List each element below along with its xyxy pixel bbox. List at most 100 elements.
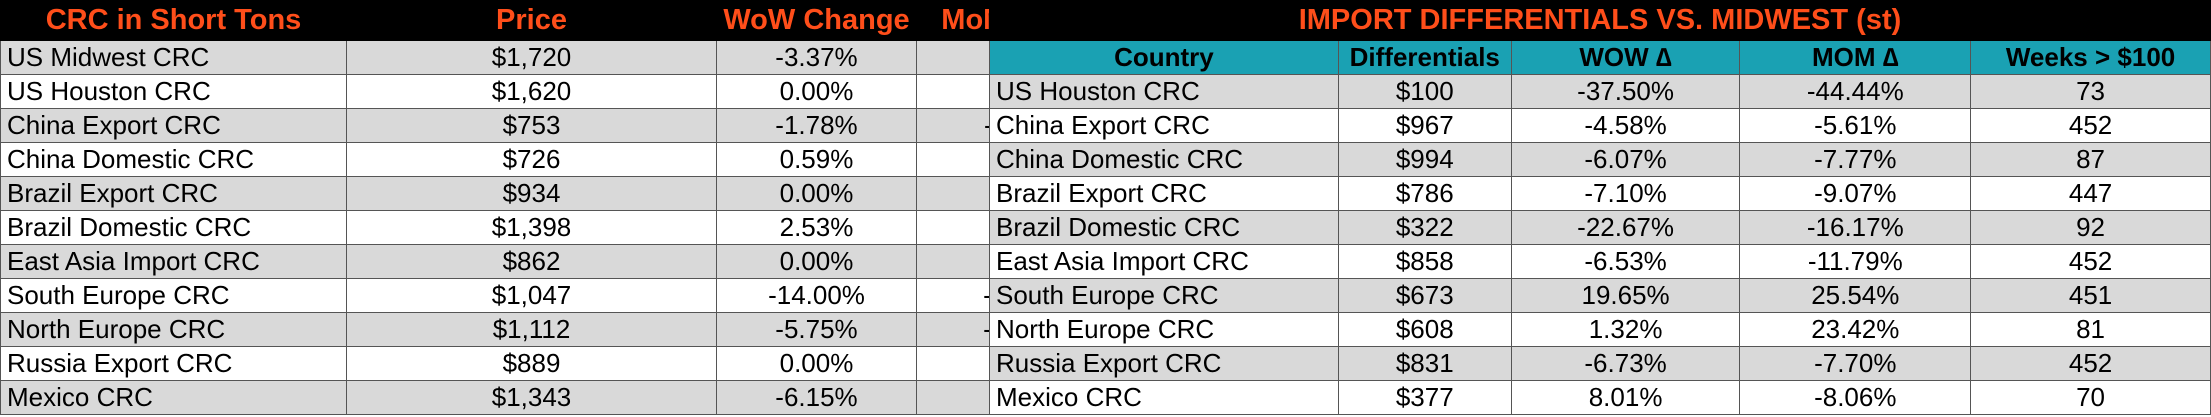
crc-table-row: North Europe CRC$1,112-5.75%-19.84% bbox=[0, 312, 1147, 347]
differentials-table-row: East Asia Import CRC $858 -6.53% -11.79% 452 bbox=[989, 244, 2211, 279]
differentials-value-cell: $322 bbox=[1337, 210, 1512, 245]
differentials-mom-cell: -7.77% bbox=[1739, 142, 1972, 177]
crc-price-cell: $862 bbox=[346, 244, 717, 279]
crc-price-table: CRC in Short Tons Price WoW Change MoM C… bbox=[0, 0, 1147, 415]
differentials-wow-cell: -7.10% bbox=[1510, 176, 1741, 211]
crc-wow-cell: 0.00% bbox=[716, 74, 917, 109]
differentials-weeks-cell: 81 bbox=[1970, 312, 2211, 347]
differentials-mom-cell: 23.42% bbox=[1739, 312, 1972, 347]
differentials-wow-cell: -4.58% bbox=[1510, 108, 1741, 143]
differentials-header-weeks: Weeks > $100 bbox=[1970, 40, 2211, 75]
crc-wow-cell: -14.00% bbox=[716, 278, 917, 313]
differentials-country-cell: China Domestic CRC bbox=[989, 142, 1339, 177]
differentials-value-cell: $994 bbox=[1337, 142, 1512, 177]
differentials-mom-cell: -5.61% bbox=[1739, 108, 1972, 143]
differentials-weeks-cell: 447 bbox=[1970, 176, 2211, 211]
differentials-header-row: Country Differentials WOW ∆ MOM ∆ Weeks … bbox=[989, 40, 2211, 75]
crc-header-row: CRC in Short Tons Price WoW Change MoM C… bbox=[0, 0, 1147, 41]
crc-name-cell: Brazil Export CRC bbox=[0, 176, 347, 211]
crc-price-cell: $1,620 bbox=[346, 74, 717, 109]
differentials-wow-cell: 8.01% bbox=[1510, 380, 1741, 415]
crc-price-cell: $1,343 bbox=[346, 380, 717, 415]
crc-wow-cell: 0.00% bbox=[716, 244, 917, 279]
crc-wow-cell: 2.53% bbox=[716, 210, 917, 245]
differentials-header-value: Differentials bbox=[1337, 40, 1512, 75]
differentials-wow-cell: -6.53% bbox=[1510, 244, 1741, 279]
crc-name-cell: US Houston CRC bbox=[0, 74, 347, 109]
differentials-wow-cell: 19.65% bbox=[1510, 278, 1741, 313]
differentials-value-cell: $831 bbox=[1337, 346, 1512, 381]
differentials-weeks-cell: 73 bbox=[1970, 74, 2211, 109]
crc-wow-cell: -6.15% bbox=[716, 380, 917, 415]
differentials-country-cell: Brazil Domestic CRC bbox=[989, 210, 1339, 245]
crc-name-cell: Mexico CRC bbox=[0, 380, 347, 415]
differentials-weeks-cell: 451 bbox=[1970, 278, 2211, 313]
differentials-table-row: Brazil Domestic CRC $322 -22.67% -16.17% 92 bbox=[989, 210, 2211, 245]
crc-name-cell: Brazil Domestic CRC bbox=[0, 210, 347, 245]
differentials-wow-cell: 1.32% bbox=[1510, 312, 1741, 347]
differentials-wow-cell: -6.73% bbox=[1510, 346, 1741, 381]
differentials-country-cell: Brazil Export CRC bbox=[989, 176, 1339, 211]
differentials-title-row: IMPORT DIFFERENTIALS VS. MIDWEST (st) bbox=[989, 0, 2211, 41]
differentials-table-row: US Houston CRC $100 -37.50% -44.44% 73 bbox=[989, 74, 2211, 109]
differentials-weeks-cell: 452 bbox=[1970, 244, 2211, 279]
differentials-country-cell: East Asia Import CRC bbox=[989, 244, 1339, 279]
differentials-mom-cell: -9.07% bbox=[1739, 176, 1972, 211]
crc-price-cell: $889 bbox=[346, 346, 717, 381]
differentials-value-cell: $786 bbox=[1337, 176, 1512, 211]
crc-price-cell: $1,398 bbox=[346, 210, 717, 245]
crc-price-cell: $726 bbox=[346, 142, 717, 177]
differentials-country-cell: North Europe CRC bbox=[989, 312, 1339, 347]
differentials-mom-cell: 25.54% bbox=[1739, 278, 1972, 313]
differentials-mom-cell: -16.17% bbox=[1739, 210, 1972, 245]
differentials-mom-cell: -11.79% bbox=[1739, 244, 1972, 279]
differentials-table-row: Brazil Export CRC $786 -7.10% -9.07% 447 bbox=[989, 176, 2211, 211]
differentials-country-cell: US Houston CRC bbox=[989, 74, 1339, 109]
differentials-wow-cell: -37.50% bbox=[1510, 74, 1741, 109]
crc-name-cell: South Europe CRC bbox=[0, 278, 347, 313]
crc-header-name: CRC in Short Tons bbox=[0, 0, 347, 41]
crc-name-cell: China Export CRC bbox=[0, 108, 347, 143]
crc-header-price: Price bbox=[346, 0, 717, 41]
crc-wow-cell: -3.37% bbox=[716, 40, 917, 75]
crc-wow-cell: -5.75% bbox=[716, 312, 917, 347]
differentials-wow-cell: -6.07% bbox=[1510, 142, 1741, 177]
differentials-country-cell: China Export CRC bbox=[989, 108, 1339, 143]
crc-price-cell: $1,047 bbox=[346, 278, 717, 313]
differentials-mom-cell: -8.06% bbox=[1739, 380, 1972, 415]
crc-name-cell: China Domestic CRC bbox=[0, 142, 347, 177]
differentials-weeks-cell: 452 bbox=[1970, 346, 2211, 381]
crc-wow-cell: 0.00% bbox=[716, 346, 917, 381]
differentials-value-cell: $858 bbox=[1337, 244, 1512, 279]
crc-wow-cell: 0.59% bbox=[716, 142, 917, 177]
differentials-value-cell: $100 bbox=[1337, 74, 1512, 109]
crc-name-cell: East Asia Import CRC bbox=[0, 244, 347, 279]
differentials-header-wow: WOW ∆ bbox=[1510, 40, 1741, 75]
differentials-table-row: China Export CRC $967 -4.58% -5.61% 452 bbox=[989, 108, 2211, 143]
differentials-table-body: US Houston CRC $100 -37.50% -44.44% 73 China … bbox=[989, 74, 2211, 415]
crc-table-row: Mexico CRC$1,343-6.15%-8.64% bbox=[0, 380, 1147, 415]
crc-price-cell: $1,112 bbox=[346, 312, 717, 347]
differentials-mom-cell: -7.70% bbox=[1739, 346, 1972, 381]
crc-price-cell: $934 bbox=[346, 176, 717, 211]
differentials-table-row: Mexico CRC $377 8.01% -8.06% 70 bbox=[989, 380, 2211, 415]
differentials-country-cell: South Europe CRC bbox=[989, 278, 1339, 313]
crc-name-cell: North Europe CRC bbox=[0, 312, 347, 347]
differentials-value-cell: $377 bbox=[1337, 380, 1512, 415]
crc-wow-cell: 0.00% bbox=[716, 176, 917, 211]
differentials-mom-cell: -44.44% bbox=[1739, 74, 1972, 109]
differentials-value-cell: $608 bbox=[1337, 312, 1512, 347]
differentials-weeks-cell: 87 bbox=[1970, 142, 2211, 177]
crc-table-row: US Midwest CRC$1,720-3.37%-8.51% bbox=[0, 40, 1147, 75]
differentials-table-row: China Domestic CRC $994 -6.07% -7.77% 87 bbox=[989, 142, 2211, 177]
differentials-country-cell: Mexico CRC bbox=[989, 380, 1339, 415]
crc-header-wow: WoW Change bbox=[716, 0, 917, 41]
differentials-weeks-cell: 70 bbox=[1970, 380, 2211, 415]
